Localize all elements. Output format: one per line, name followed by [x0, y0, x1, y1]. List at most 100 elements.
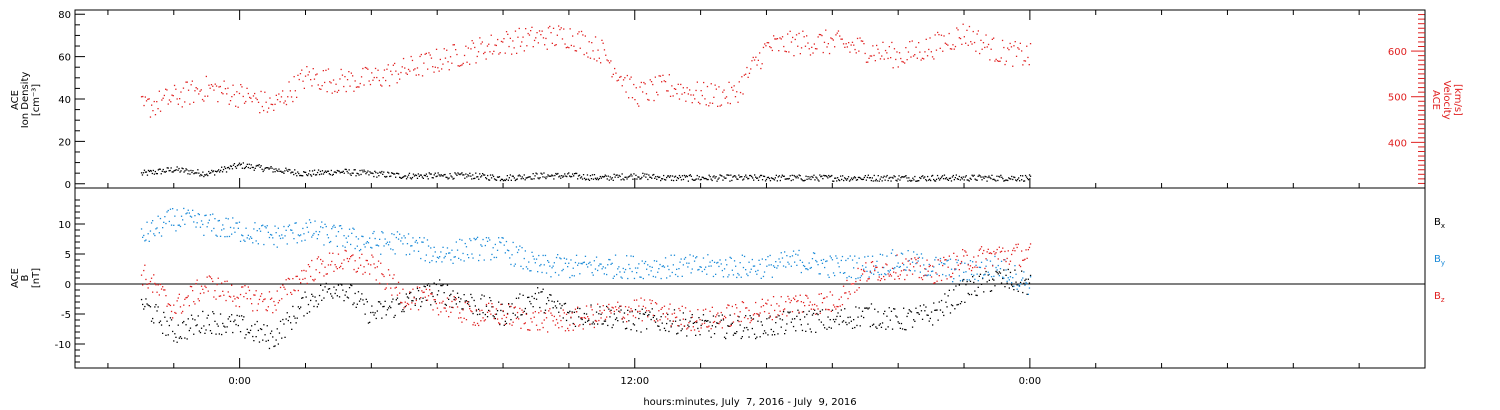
- data-point: [973, 281, 975, 284]
- data-point: [629, 310, 631, 312]
- data-point: [556, 34, 558, 36]
- data-point: [720, 263, 722, 265]
- data-point: [271, 167, 273, 169]
- data-point: [245, 165, 247, 168]
- data-point: [844, 308, 846, 310]
- data-point: [806, 268, 808, 270]
- data-point: [320, 173, 323, 175]
- data-point: [814, 48, 817, 50]
- data-point: [314, 174, 317, 176]
- data-point: [886, 315, 888, 317]
- data-point: [612, 73, 614, 75]
- data-point: [215, 170, 217, 172]
- data-point: [596, 177, 598, 179]
- data-point: [564, 330, 567, 332]
- data-point: [449, 294, 451, 297]
- data-point: [911, 261, 914, 263]
- data-point: [252, 166, 254, 169]
- data-point: [176, 341, 178, 343]
- data-point: [726, 332, 728, 334]
- data-point: [463, 174, 465, 176]
- data-point: [762, 332, 765, 335]
- data-point: [378, 175, 380, 177]
- data-point: [570, 44, 572, 47]
- data-point: [727, 304, 729, 306]
- data-point: [337, 170, 339, 172]
- data-point: [666, 90, 668, 92]
- data-point: [986, 180, 988, 182]
- data-point: [421, 241, 423, 243]
- data-point: [854, 255, 856, 257]
- data-point: [763, 175, 766, 178]
- data-point: [218, 219, 220, 222]
- data-point: [568, 312, 570, 314]
- data-point: [331, 174, 333, 176]
- data-point: [747, 318, 749, 320]
- data-point: [957, 259, 959, 261]
- data-point: [761, 63, 763, 65]
- data-point: [987, 248, 989, 250]
- data-point: [879, 58, 882, 60]
- data-point: [544, 309, 547, 311]
- data-point: [452, 44, 454, 46]
- data-point: [722, 317, 725, 320]
- data-point: [815, 331, 817, 333]
- data-point: [391, 73, 393, 76]
- data-point: [966, 280, 968, 283]
- data-point: [672, 95, 674, 97]
- data-point: [209, 87, 211, 89]
- data-point: [338, 225, 341, 227]
- data-point: [696, 174, 698, 177]
- data-point: [451, 249, 453, 251]
- data-point: [767, 176, 770, 178]
- data-point: [869, 271, 871, 273]
- data-point: [717, 261, 719, 264]
- data-point: [537, 271, 539, 273]
- data-point: [153, 100, 155, 103]
- data-point: [786, 178, 788, 180]
- data-point: [771, 319, 773, 321]
- data-point: [936, 309, 938, 311]
- data-point: [691, 316, 693, 318]
- data-point: [932, 174, 934, 177]
- b-axis-label-line1: ACE: [10, 268, 21, 288]
- data-point: [214, 218, 216, 220]
- data-point: [344, 168, 346, 170]
- data-point: [663, 327, 666, 329]
- data-point: [666, 322, 668, 325]
- data-point: [976, 273, 978, 275]
- data-point: [867, 174, 869, 176]
- data-point: [335, 266, 337, 268]
- data-point: [853, 319, 855, 321]
- data-point: [724, 97, 726, 99]
- data-point: [869, 325, 871, 328]
- data-point: [789, 301, 791, 304]
- data-point: [857, 277, 859, 279]
- data-point: [240, 163, 242, 165]
- data-point: [433, 299, 435, 301]
- data-point: [299, 73, 302, 75]
- data-point: [960, 262, 963, 264]
- data-point: [218, 169, 220, 171]
- data-point: [548, 299, 550, 302]
- data-point: [241, 286, 243, 288]
- data-point: [343, 259, 345, 261]
- data-point: [795, 34, 798, 36]
- data-point: [337, 284, 340, 286]
- data-point: [1006, 282, 1008, 284]
- data-point: [469, 305, 471, 307]
- data-point: [940, 262, 943, 264]
- data-point: [477, 176, 479, 178]
- data-point: [301, 297, 303, 299]
- data-point: [959, 37, 962, 40]
- data-point: [743, 74, 745, 76]
- data-point: [901, 253, 904, 255]
- data-point: [305, 222, 307, 224]
- data-point: [184, 170, 186, 172]
- data-point: [364, 170, 366, 173]
- data-point: [144, 305, 146, 308]
- data-point: [874, 270, 876, 272]
- data-point: [327, 170, 330, 172]
- data-point: [290, 96, 293, 98]
- data-point: [707, 178, 709, 181]
